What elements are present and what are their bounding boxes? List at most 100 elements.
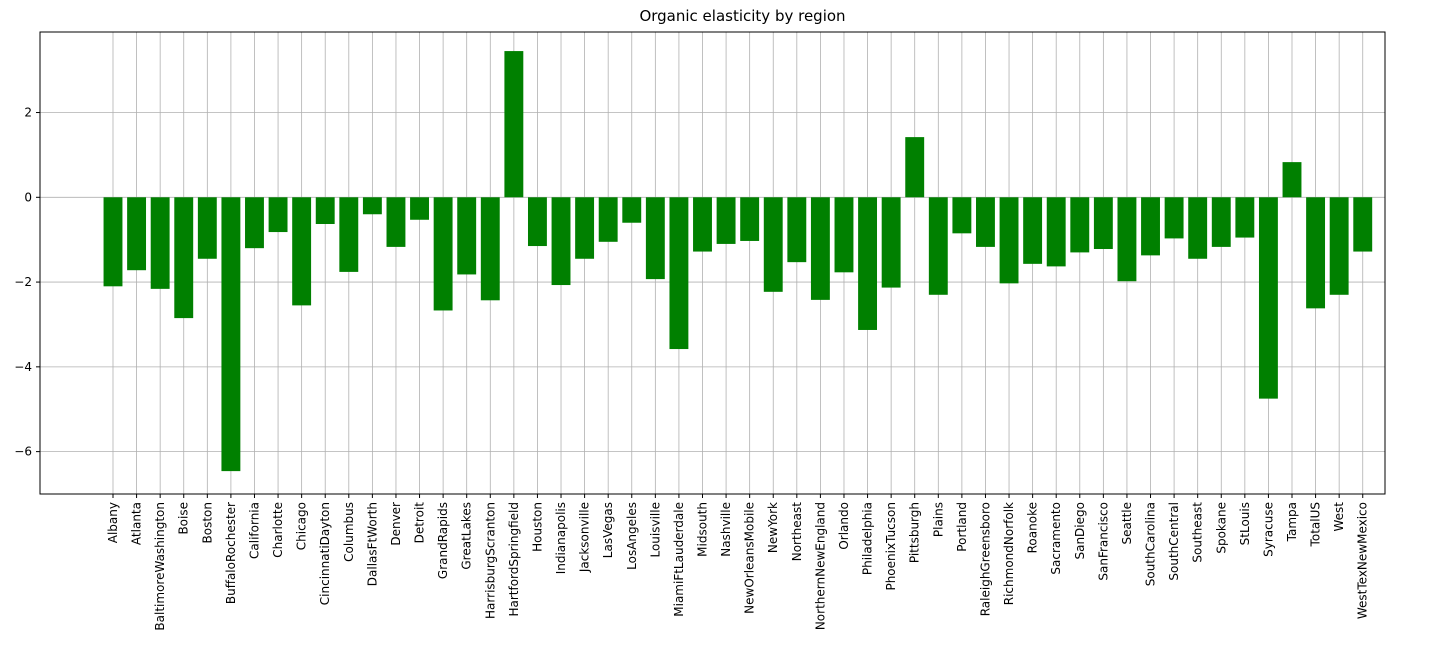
- bar: [1282, 162, 1302, 198]
- x-tick-label: GrandRapids: [436, 502, 450, 579]
- x-tick-label: Northeast: [790, 502, 804, 562]
- x-tick-label: SouthCentral: [1167, 502, 1181, 581]
- x-tick-label: West: [1332, 502, 1346, 532]
- x-tick-label: WestTexNewMexico: [1356, 502, 1370, 619]
- x-tick-label: BaltimoreWashington: [153, 502, 167, 631]
- x-tick-label: Sacramento: [1049, 502, 1063, 575]
- bar: [598, 197, 618, 242]
- x-tick-label: Albany: [106, 502, 120, 543]
- x-tick-label: Detroit: [413, 502, 427, 544]
- x-tick-label: Atlanta: [130, 502, 144, 545]
- bar: [362, 197, 382, 215]
- x-tick-label: SouthCarolina: [1144, 502, 1158, 586]
- bar: [315, 197, 335, 225]
- axis-layer: −6 −4 −2 0 2 Albany Atlanta BaltimoreWashington…: [14, 106, 1369, 631]
- x-tick-label: Houston: [530, 502, 544, 552]
- x-tick-label: DallasFtWorth: [365, 502, 379, 586]
- x-tick-label: MiamiFtLauderdale: [672, 502, 686, 617]
- x-tick-label: Plains: [931, 502, 945, 537]
- grid-layer: [40, 32, 1385, 494]
- x-tick-label: Spokane: [1214, 502, 1228, 554]
- bar: [504, 51, 524, 198]
- x-tick-label: Roanoke: [1026, 502, 1040, 553]
- x-tick-label: Boston: [200, 502, 214, 543]
- x-tick-label: BuffaloRochester: [224, 502, 238, 604]
- x-tick-label: HartfordSpringfield: [507, 502, 521, 617]
- x-tick-label: CincinnatiDayton: [318, 502, 332, 605]
- x-tick-label: LasVegas: [601, 502, 615, 558]
- x-tick-label: LosAngeles: [625, 502, 639, 570]
- bar: [174, 197, 194, 319]
- bar: [1188, 197, 1208, 259]
- x-tick-label: Denver: [389, 502, 403, 546]
- x-tick-label: Boise: [177, 502, 191, 535]
- x-tick-label: Southeast: [1191, 502, 1205, 563]
- bar: [339, 197, 359, 272]
- x-tick-label: PhoenixTucson: [884, 502, 898, 591]
- x-tick-label: Louisville: [648, 502, 662, 558]
- x-tick-label: Syracuse: [1261, 502, 1275, 557]
- bar: [433, 197, 453, 311]
- x-tick-label: Midsouth: [696, 502, 710, 557]
- bar: [928, 197, 948, 295]
- x-tick-label: Indianapolis: [554, 502, 568, 574]
- bar: [834, 197, 854, 273]
- bar: [881, 197, 901, 288]
- x-tick-label: Seattle: [1120, 502, 1134, 544]
- y-tick-label: −4: [14, 360, 32, 374]
- x-tick-label: StLouis: [1238, 502, 1252, 545]
- x-tick-label: NewYork: [766, 502, 780, 553]
- x-tick-label: Columbus: [342, 502, 356, 562]
- x-tick-label: Philadelphia: [861, 502, 875, 575]
- bar: [103, 197, 123, 287]
- bar: [810, 197, 830, 300]
- bar: [1070, 197, 1090, 253]
- bar: [787, 197, 807, 263]
- bar: [197, 197, 217, 259]
- bar: [245, 197, 264, 249]
- bar: [1211, 197, 1231, 247]
- bar: [527, 197, 547, 247]
- bar: [410, 197, 429, 220]
- x-tick-label: HarrisburgScranton: [483, 502, 497, 619]
- x-tick-label: RichmondNorfolk: [1002, 502, 1016, 605]
- bar: [763, 197, 783, 292]
- bar: [999, 197, 1019, 284]
- bar: [1306, 197, 1326, 309]
- bar-layer: [103, 51, 1373, 472]
- y-tick-label: 0: [24, 190, 32, 204]
- bar: [480, 197, 500, 301]
- x-tick-label: Jacksonville: [578, 502, 592, 573]
- bar: [268, 197, 288, 233]
- bar: [1353, 197, 1373, 252]
- bar: [905, 137, 925, 198]
- chart-title: Organic elasticity by region: [639, 7, 846, 25]
- bar: [693, 197, 712, 252]
- x-tick-label: NorthernNewEngland: [813, 502, 827, 630]
- x-tick-label: Nashville: [719, 502, 733, 557]
- bar: [575, 197, 595, 259]
- bar: [976, 197, 995, 247]
- bar: [1329, 197, 1349, 295]
- bar: [1141, 197, 1160, 256]
- x-tick-label: Chicago: [295, 502, 309, 550]
- bar: [1093, 197, 1113, 250]
- bar: [457, 197, 477, 275]
- x-tick-label: California: [247, 502, 261, 559]
- bar: [292, 197, 312, 306]
- bar: [645, 197, 665, 280]
- bar: [716, 197, 736, 244]
- y-tick-label: 2: [24, 106, 32, 120]
- bar: [386, 197, 406, 247]
- x-tick-label: RaleighGreensboro: [978, 502, 992, 616]
- bar: [669, 197, 689, 350]
- y-tick-label: −2: [14, 275, 32, 289]
- x-tick-label: NewOrleansMobile: [743, 502, 757, 614]
- x-tick-label: Charlotte: [271, 502, 285, 558]
- bar: [150, 197, 170, 289]
- bar: [1117, 197, 1137, 282]
- bar: [858, 197, 878, 330]
- x-tick-label: SanFrancisco: [1096, 502, 1110, 581]
- bar: [1046, 197, 1066, 267]
